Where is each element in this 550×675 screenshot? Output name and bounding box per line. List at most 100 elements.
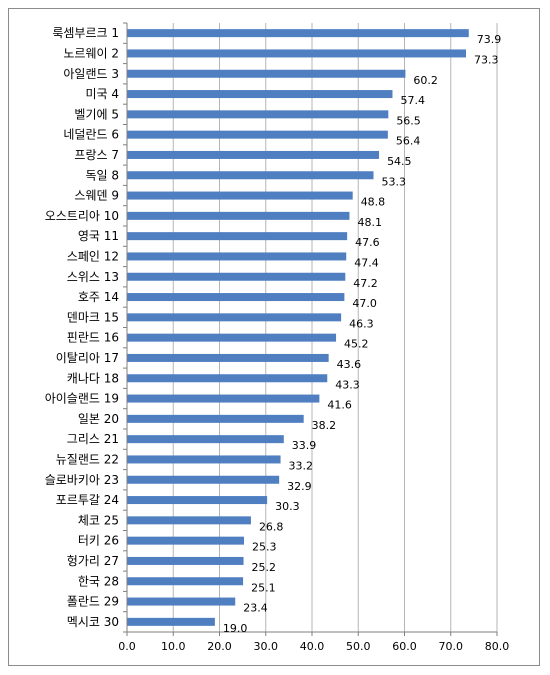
value-label: 47.2 — [353, 277, 378, 290]
bar — [127, 293, 345, 302]
value-label: 57.4 — [400, 94, 425, 107]
value-label: 25.3 — [252, 541, 277, 554]
value-label: 56.4 — [396, 135, 421, 148]
bar — [127, 69, 406, 78]
bar — [127, 171, 374, 180]
bar — [127, 252, 347, 261]
x-tick-label: 30.0 — [254, 640, 279, 653]
bar — [127, 191, 353, 200]
category-label: 아일랜드 3 — [63, 67, 119, 81]
category-label: 헝가리 27 — [67, 554, 119, 568]
value-label: 45.2 — [344, 338, 369, 351]
value-label: 33.2 — [289, 459, 314, 472]
x-tick-label: 50.0 — [346, 640, 371, 653]
value-label: 32.9 — [287, 480, 312, 493]
value-label: 33.9 — [292, 439, 317, 452]
category-label: 노르웨이 2 — [63, 46, 119, 60]
value-label: 48.1 — [357, 216, 382, 229]
category-label: 터키 26 — [78, 534, 119, 548]
value-label: 56.5 — [396, 114, 421, 127]
bar — [127, 577, 244, 586]
category-label: 뉴질랜드 22 — [56, 452, 119, 466]
bar — [127, 29, 469, 38]
category-label: 슬로바키아 23 — [45, 473, 119, 487]
bar — [127, 313, 342, 322]
bar — [127, 232, 348, 241]
category-label: 미국 4 — [85, 87, 119, 101]
value-label: 25.1 — [251, 581, 276, 594]
bar — [127, 597, 236, 606]
value-label: 48.8 — [361, 196, 386, 209]
value-label: 38.2 — [312, 419, 337, 432]
category-label: 멕시코 30 — [67, 615, 119, 629]
x-tick-label: 70.0 — [439, 640, 464, 653]
value-label: 19.0 — [223, 622, 248, 635]
category-label: 스웨덴 9 — [74, 189, 119, 203]
value-label: 23.4 — [243, 602, 268, 615]
bar — [127, 455, 281, 464]
value-label: 60.2 — [413, 74, 438, 87]
bar — [127, 110, 389, 119]
category-label: 아이슬랜드 19 — [45, 392, 119, 406]
value-label: 53.3 — [382, 175, 407, 188]
bar — [127, 617, 215, 626]
category-label: 호주 14 — [78, 290, 119, 304]
bar — [127, 394, 320, 403]
bar — [127, 414, 304, 423]
value-label: 47.6 — [355, 236, 380, 249]
category-label: 일본 20 — [78, 412, 119, 426]
value-label: 26.8 — [259, 520, 284, 533]
value-label: 73.3 — [474, 53, 499, 66]
category-label: 영국 11 — [78, 229, 119, 243]
category-label: 체코 25 — [78, 513, 119, 527]
bar — [127, 475, 280, 484]
category-label: 벨기에 5 — [74, 107, 119, 121]
y-axis-ticks — [123, 22, 127, 633]
x-tick-label: 0.0 — [118, 640, 136, 653]
category-label: 한국 28 — [78, 574, 119, 588]
x-tick-label: 10.0 — [161, 640, 186, 653]
category-label: 덴마크 15 — [67, 310, 119, 324]
bar — [127, 130, 388, 139]
category-label: 오스트리아 10 — [45, 209, 119, 223]
value-label: 46.3 — [349, 317, 374, 330]
bar — [127, 496, 268, 505]
value-label: 73.9 — [477, 33, 502, 46]
value-label: 43.6 — [337, 358, 362, 371]
bars — [127, 29, 469, 626]
value-label: 43.3 — [335, 378, 360, 391]
value-label: 25.2 — [252, 561, 276, 574]
bar — [127, 353, 329, 362]
category-label: 캐나다 18 — [67, 371, 119, 385]
category-labels: 룩셈부르크 1 노르웨이 2 아일랜드 3 미국 4 벨기에 5 네덜란드 6 프랑스 7 독… — [45, 26, 119, 629]
bar — [127, 556, 244, 565]
category-label: 이탈리아 17 — [56, 351, 119, 365]
category-label: 스위스 13 — [67, 270, 119, 284]
value-label: 47.4 — [354, 256, 379, 269]
bar — [127, 150, 380, 159]
bar — [127, 536, 245, 545]
x-tick-label: 60.0 — [392, 640, 417, 653]
category-label: 네덜란드 6 — [63, 128, 119, 142]
bar — [127, 374, 328, 383]
category-label: 폴란드 29 — [67, 595, 119, 609]
value-label: 41.6 — [327, 399, 352, 412]
bar — [127, 333, 337, 342]
category-label: 프랑스 7 — [74, 148, 119, 162]
bar — [127, 272, 346, 281]
category-label: 포르투갈 24 — [56, 493, 119, 507]
bar — [127, 435, 284, 444]
bar — [127, 516, 251, 525]
x-tick-label: 80.0 — [485, 640, 510, 653]
category-label: 독일 8 — [85, 168, 119, 182]
bar — [127, 49, 467, 58]
value-labels: 73.9 73.3 60.2 57.4 56.5 56.4 54.5 53.3 48.8 48.1… — [223, 33, 501, 635]
category-label: 핀란드 16 — [67, 331, 119, 345]
value-label: 54.5 — [387, 155, 412, 168]
value-label: 47.0 — [352, 297, 377, 310]
x-tick-label: 20.0 — [207, 640, 232, 653]
bar — [127, 90, 393, 99]
x-tick-label: 40.0 — [300, 640, 325, 653]
category-label: 룩셈부르크 1 — [52, 26, 119, 40]
